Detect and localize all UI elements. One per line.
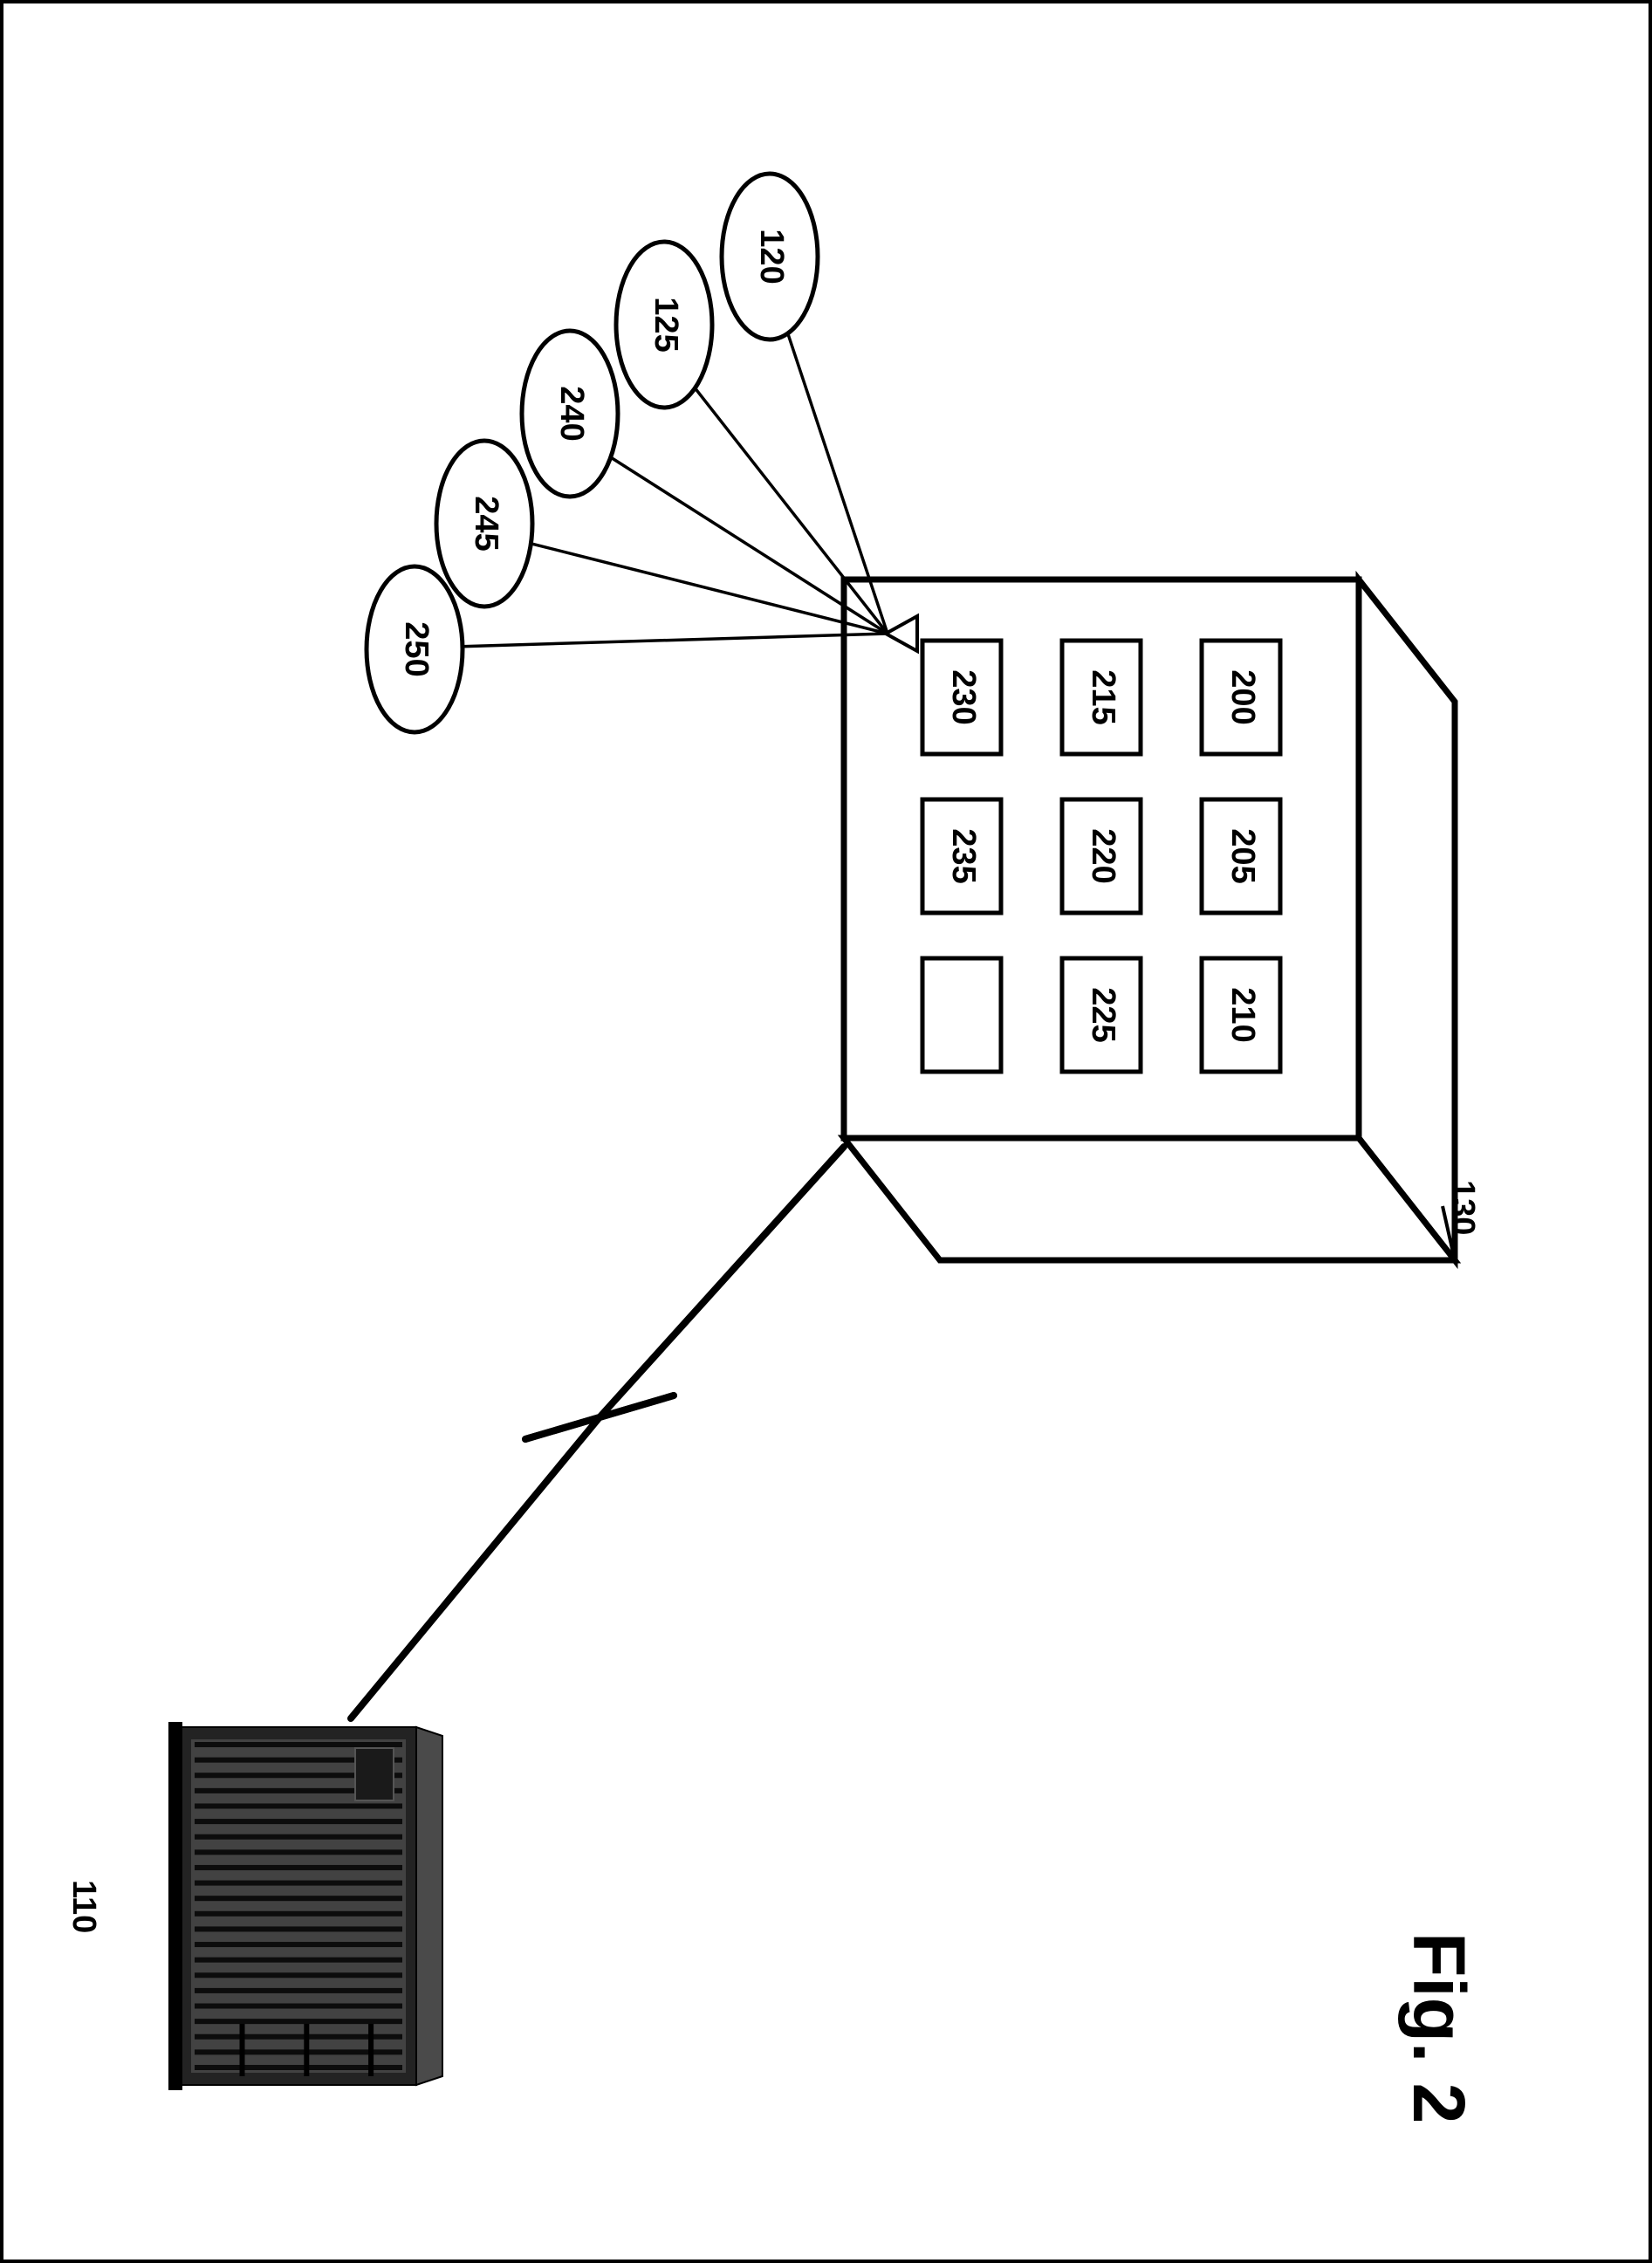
page-frame: Fig. 2 130 200 205 210 215 220 225 230 235 120 1… — [0, 0, 1652, 2263]
cell-label: 200 — [1224, 641, 1261, 754]
ellipse-label: 125 — [647, 242, 684, 408]
cube-ref-label: 130 — [1443, 1180, 1481, 1235]
diagram-svg — [3, 3, 1652, 2263]
server-ref-label: 110 — [65, 1880, 102, 1933]
ellipse-label: 240 — [552, 331, 590, 497]
ellipse-label: 245 — [467, 441, 504, 607]
cell-label: 205 — [1224, 799, 1261, 913]
cell-label: 225 — [1084, 958, 1121, 1072]
cell-label: 235 — [944, 799, 982, 913]
figure-caption: Fig. 2 — [1396, 1932, 1481, 2123]
cell-label: 215 — [1084, 641, 1121, 754]
cell-label: 230 — [944, 641, 982, 754]
cell-label: 220 — [1084, 799, 1121, 913]
cell-label: 210 — [1224, 958, 1261, 1072]
ellipse-label: 250 — [397, 566, 435, 732]
ellipse-label: 120 — [752, 174, 790, 339]
diagram-canvas: Fig. 2 130 200 205 210 215 220 225 230 235 120 1… — [3, 3, 1652, 2263]
